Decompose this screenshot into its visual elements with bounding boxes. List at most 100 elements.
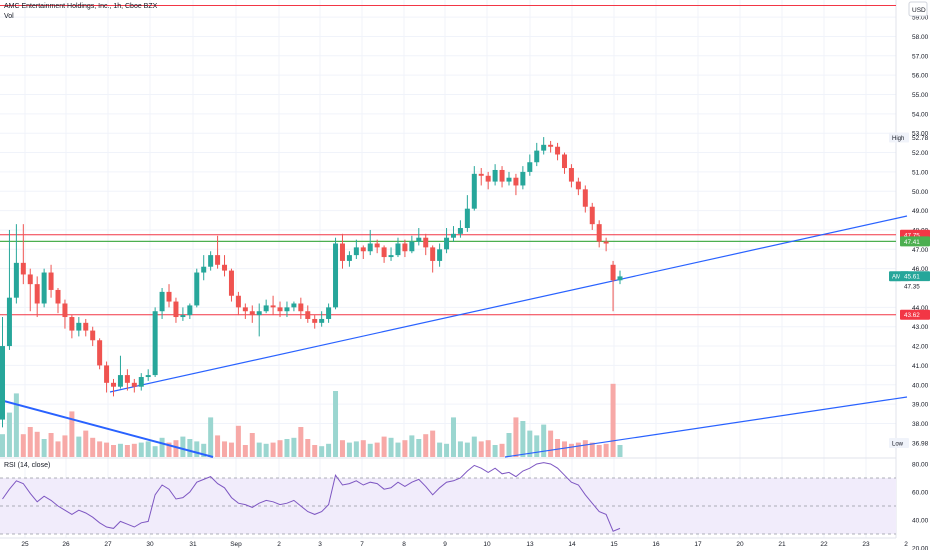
- volume-bar: [360, 440, 366, 457]
- volume-bar: [145, 441, 151, 457]
- candle-body: [527, 162, 533, 172]
- candle-body: [215, 255, 221, 265]
- price-tag-text: Low: [892, 442, 904, 448]
- volume-bar: [333, 391, 339, 457]
- rsi-legend[interactable]: RSI (14, close): [4, 462, 51, 469]
- candle-body: [41, 272, 47, 304]
- candle-body: [513, 177, 519, 186]
- candle-body: [305, 311, 311, 319]
- time-tick: 17: [694, 541, 702, 548]
- price-badge-value: 45.61: [904, 274, 920, 281]
- candle-body: [298, 303, 304, 312]
- volume-bar: [409, 435, 415, 457]
- candle-body: [159, 291, 165, 312]
- volume-bar: [596, 445, 602, 457]
- candle-body: [97, 340, 103, 366]
- volume-bar: [395, 442, 401, 457]
- volume-bar: [305, 439, 311, 457]
- volume-bar: [541, 424, 547, 457]
- candle-body: [228, 270, 234, 296]
- volume-bar: [457, 441, 463, 457]
- volume-bar: [55, 441, 61, 457]
- time-tick: 8: [402, 541, 406, 548]
- candle-body: [589, 206, 595, 225]
- volume-bar: [0, 434, 5, 457]
- volume-bar: [284, 439, 290, 457]
- time-tick: 3: [318, 541, 322, 548]
- candle-body: [187, 305, 193, 316]
- volume-bar: [263, 443, 269, 457]
- candle-body: [450, 233, 456, 238]
- candle-body: [402, 243, 408, 252]
- price-badge-value: 47.75: [904, 232, 920, 239]
- volume-bar: [548, 430, 554, 457]
- volume-legend[interactable]: Vol: [4, 13, 14, 20]
- price-tag: [889, 132, 909, 143]
- price-axis[interactable]: 59.00 58.00 57.00 56.00 55.00 54.00 53.00 52.00…: [908, 1, 929, 550]
- candle-body: [256, 311, 262, 316]
- candle-body: [610, 264, 616, 281]
- volume-bar: [222, 441, 228, 457]
- candle-body: [457, 228, 463, 234]
- candle-body: [27, 274, 33, 285]
- rsi-pane[interactable]: [0, 462, 896, 535]
- candle-body: [555, 146, 561, 155]
- candle-body: [353, 247, 359, 256]
- time-tick: 27: [104, 541, 112, 548]
- volume-bar: [90, 437, 96, 457]
- volume-bar: [111, 445, 117, 457]
- volume-bar: [437, 442, 443, 457]
- currency-label: USD: [912, 7, 926, 14]
- volume-bars: [0, 383, 623, 457]
- volume-bar: [201, 443, 207, 457]
- price-badge: [900, 236, 930, 247]
- volume-bar: [124, 445, 130, 457]
- volume-bar: [27, 427, 33, 457]
- time-tick: 21: [778, 541, 786, 548]
- candle-body: [339, 243, 345, 261]
- price-tick: 40.00: [912, 382, 929, 389]
- volume-bar: [374, 442, 380, 457]
- volume-bar: [208, 417, 214, 457]
- candle-body: [333, 243, 339, 308]
- volume-bar: [506, 433, 512, 457]
- price-tick: 50.00: [912, 189, 929, 196]
- candle-body: [346, 255, 352, 261]
- volume-bar: [312, 445, 318, 457]
- time-axis[interactable]: 25 26 27 30 31 Sep 2 3 7 8 9 10 13 14 15 16 17 20 21 22 23 2: [21, 541, 908, 548]
- volume-bar: [464, 442, 470, 457]
- time-tick: 10: [483, 541, 491, 548]
- volume-bar: [20, 434, 26, 457]
- time-tick: 20: [736, 541, 744, 548]
- price-tick: 51.00: [912, 169, 929, 176]
- time-tick: 9: [443, 541, 447, 548]
- volume-bar: [513, 417, 519, 457]
- volume-bar: [568, 443, 574, 457]
- time-tick: 30: [146, 541, 154, 548]
- time-tick: 13: [526, 541, 534, 548]
- time-tick: 7: [360, 541, 364, 548]
- volume-bar: [339, 440, 345, 457]
- candle-body: [6, 297, 12, 347]
- volume-trend-line: [504, 396, 908, 458]
- candle-body: [20, 262, 26, 275]
- candle-body: [166, 291, 172, 302]
- symbol-legend[interactable]: AMC Entertainment Holdings, Inc., 1h, Cb…: [4, 3, 158, 10]
- candle-body: [235, 295, 241, 308]
- candle-body: [561, 154, 567, 169]
- downtrend-line: [0, 399, 214, 458]
- volume-bar: [582, 440, 588, 457]
- price-tick: 39.00: [912, 402, 929, 409]
- volume-bar: [603, 443, 609, 457]
- candle-body: [374, 243, 380, 248]
- candle-body: [104, 365, 110, 383]
- trendlines[interactable]: [0, 215, 908, 458]
- candle-body: [277, 307, 283, 312]
- price-tick: 54.00: [912, 111, 929, 118]
- candle-body: [13, 262, 19, 298]
- volume-bar: [187, 439, 193, 457]
- candle-body: [55, 289, 61, 304]
